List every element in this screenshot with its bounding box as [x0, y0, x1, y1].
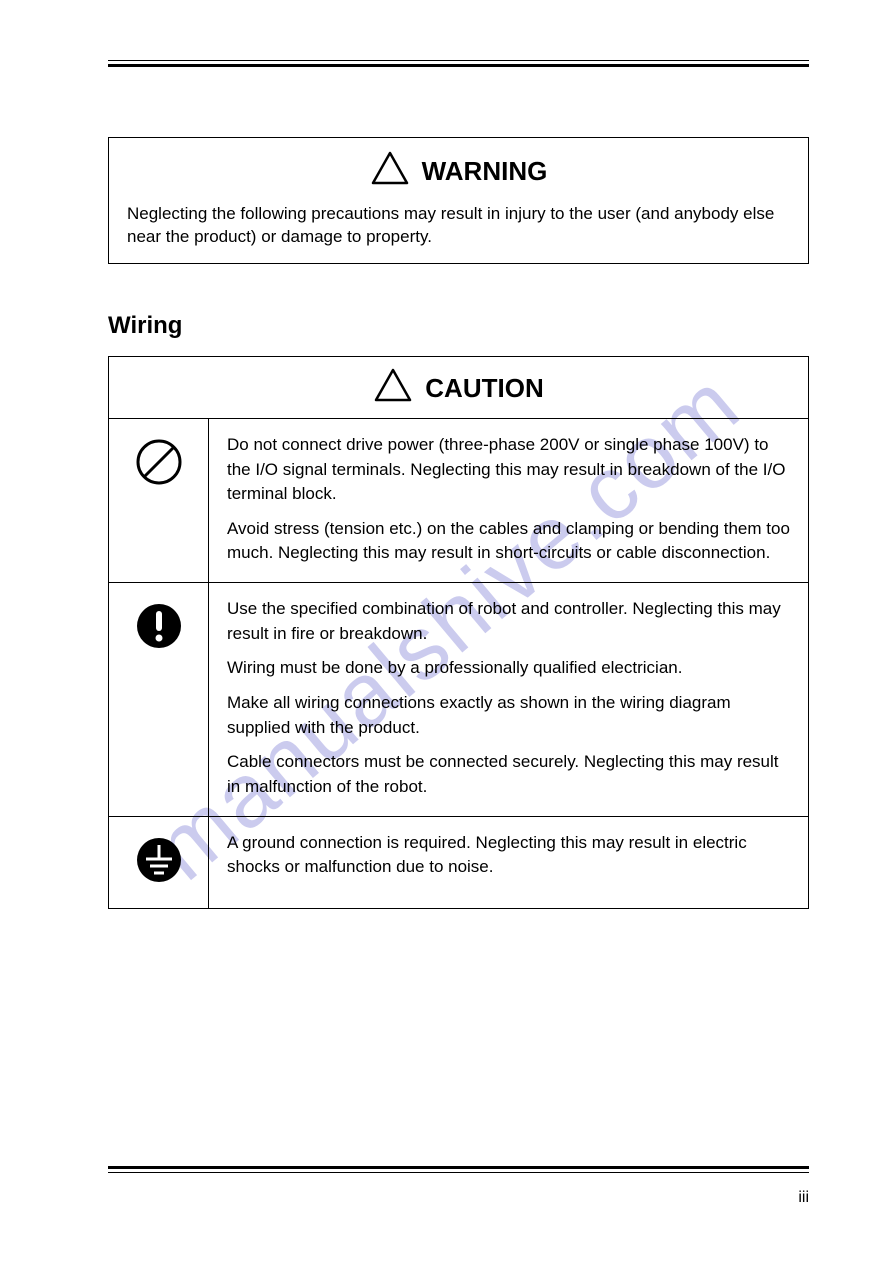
- caution-paragraph: Avoid stress (tension etc.) on the cable…: [227, 517, 790, 566]
- warning-body: Neglecting the following precautions may…: [127, 203, 790, 249]
- page-content: WARNING Neglecting the following precaut…: [0, 0, 893, 909]
- bottom-horizontal-rule: [108, 1166, 809, 1173]
- warning-heading: WARNING: [127, 150, 790, 193]
- caution-text-cell: Do not connect drive power (three-phase …: [209, 419, 808, 582]
- section-heading-wiring: Wiring: [108, 312, 809, 340]
- caution-icon-cell: [109, 817, 209, 908]
- caution-text-cell: A ground connection is required. Neglect…: [209, 817, 808, 908]
- caution-paragraph: Wiring must be done by a professionally …: [227, 656, 790, 681]
- warning-triangle-icon: [370, 150, 410, 193]
- caution-icon-cell: [109, 583, 209, 815]
- caution-label: CAUTION: [425, 373, 543, 404]
- caution-row-prohibit: Do not connect drive power (three-phase …: [109, 419, 808, 583]
- mandatory-exclamation-icon: [134, 601, 184, 656]
- warning-label: WARNING: [422, 156, 548, 187]
- prohibit-icon: [134, 437, 184, 492]
- warning-box: WARNING Neglecting the following precaut…: [108, 137, 809, 264]
- caution-paragraph: Cable connectors must be connected secur…: [227, 750, 790, 799]
- caution-row-earth: A ground connection is required. Neglect…: [109, 817, 808, 908]
- top-horizontal-rule: [108, 0, 809, 67]
- caution-table: CAUTION Do not connect drive power (thre…: [108, 356, 809, 909]
- caution-paragraph: A ground connection is required. Neglect…: [227, 831, 790, 880]
- caution-heading: CAUTION: [109, 357, 808, 419]
- caution-paragraph: Make all wiring connections exactly as s…: [227, 691, 790, 740]
- caution-text-cell: Use the specified combination of robot a…: [209, 583, 808, 815]
- caution-icon-cell: [109, 419, 209, 582]
- caution-row-mandatory: Use the specified combination of robot a…: [109, 583, 808, 816]
- caution-paragraph: Do not connect drive power (three-phase …: [227, 433, 790, 507]
- page-number: iii: [798, 1189, 809, 1207]
- earth-ground-icon: [134, 835, 184, 890]
- caution-paragraph: Use the specified combination of robot a…: [227, 597, 790, 646]
- caution-triangle-icon: [373, 367, 413, 410]
